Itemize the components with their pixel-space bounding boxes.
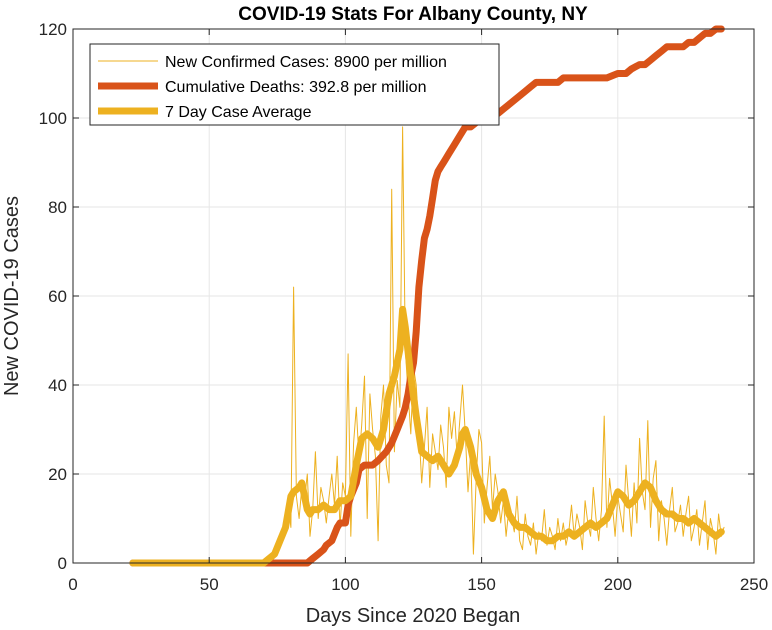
- y-tick-label: 100: [39, 109, 67, 128]
- x-tick-label: 100: [331, 575, 359, 594]
- y-axis-title: New COVID-19 Cases: [1, 196, 23, 396]
- legend-label-deaths: Cumulative Deaths: 392.8 per million: [165, 79, 426, 96]
- y-tick-labels: 0 20 40 60 80 100 120: [39, 20, 67, 573]
- chart-title: COVID-19 Stats For Albany County, NY: [238, 4, 588, 25]
- legend: New Confirmed Cases: 8900 per million Cu…: [89, 43, 500, 126]
- legend-label-new-cases: New Confirmed Cases: 8900 per million: [165, 54, 447, 71]
- x-tick-label: 200: [604, 575, 632, 594]
- x-tick-label: 0: [68, 575, 77, 594]
- x-tick-label: 150: [467, 575, 495, 594]
- x-axis-title: Days Since 2020 Began: [306, 605, 521, 627]
- x-tick-labels: 0 50 100 150 200 250: [68, 575, 768, 594]
- y-tick-label: 20: [48, 465, 67, 484]
- legend-label-avg: 7 Day Case Average: [165, 104, 312, 121]
- series-line-1: [129, 25, 725, 567]
- series-lines: [129, 25, 725, 567]
- y-tick-label: 80: [48, 198, 67, 217]
- x-tick-label: 50: [200, 575, 219, 594]
- y-tick-label: 120: [39, 20, 67, 39]
- axes-frame: [72, 28, 755, 564]
- y-tick-label: 40: [48, 376, 67, 395]
- series-line-2: [129, 305, 725, 567]
- legend-box: [89, 43, 500, 126]
- x-tick-label: 250: [740, 575, 768, 594]
- y-tick-label: 0: [58, 554, 67, 573]
- y-tick-label: 60: [48, 287, 67, 306]
